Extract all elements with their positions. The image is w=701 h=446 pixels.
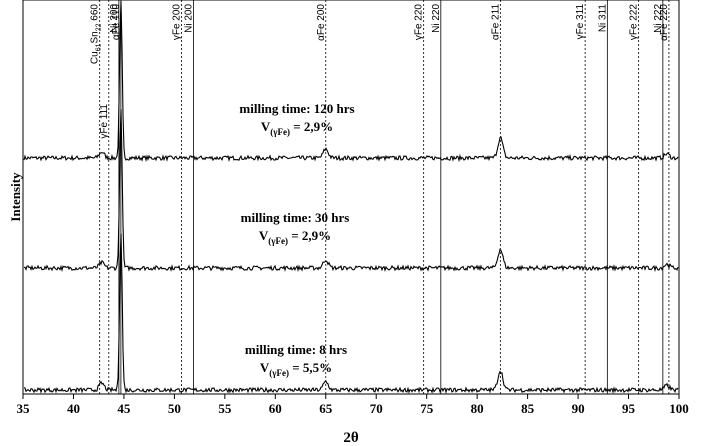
volume-value: = 5,5%: [289, 360, 332, 375]
x-tick-label-50: 50: [168, 401, 181, 416]
plot-frame: [22, 0, 680, 395]
pattern-line-2: [23, 109, 679, 273]
volume-subscript: (γFe): [269, 368, 289, 378]
reference-label-part-0: Cu: [90, 51, 101, 64]
reference-label-fe-111-1: γFe 111: [99, 104, 110, 139]
reference-label-fe-220-7: γFe 220: [414, 4, 425, 41]
volume-symbol: V: [261, 119, 271, 134]
reference-label-ni-222-13: Ni 222: [653, 4, 664, 33]
series-label-3-line2: V(γFe) = 5,5%: [260, 360, 332, 378]
reference-label-fe-222-12: γFe 222: [629, 4, 640, 41]
reference-label-ni-311-11: Ni 311: [597, 4, 608, 33]
y-axis-title: Intensity: [8, 172, 23, 222]
x-axis: 35 40 45 50 55 60 65 70 75 80 85 90 95 100: [17, 394, 689, 416]
reference-label-cu61sn22-660-0: Cu61Sn22 660: [90, 4, 103, 65]
reference-label-part-3: 22: [96, 23, 103, 31]
x-tick-label-75: 75: [420, 401, 434, 416]
x-tick-label-45: 45: [117, 401, 131, 416]
x-tick-label-40: 40: [67, 401, 80, 416]
x-tick-label-35: 35: [17, 401, 31, 416]
x-axis-title: 2θ: [343, 430, 359, 446]
reference-label-part-1: 61: [96, 43, 103, 51]
volume-symbol: V: [259, 228, 269, 243]
reference-label-part-2: Sn: [90, 31, 101, 43]
reference-label-fe-211-9: αFe 211: [490, 4, 501, 41]
volume-subscript: (γFe): [270, 127, 290, 137]
reference-label-fe-220-14: αFe 220: [659, 4, 670, 41]
reference-label-fe-110-3: αFe 110: [111, 4, 122, 41]
pattern-line-1: [23, 0, 679, 163]
pattern-line-3: [24, 233, 679, 395]
plot-area: [22, 0, 680, 395]
x-tick-label-85: 85: [521, 401, 535, 416]
x-tick-label-60: 60: [269, 401, 282, 416]
reference-label-fe-311-10: γFe 311: [575, 4, 586, 40]
x-tick-label-100: 100: [669, 401, 689, 416]
x-tick-label-55: 55: [218, 401, 232, 416]
volume-value: = 2,9%: [290, 119, 333, 134]
series-label-2-line1: milling time: 30 hrs: [241, 210, 350, 225]
reference-label-part-4: 660: [90, 4, 101, 24]
x-tick-label-65: 65: [319, 401, 333, 416]
series-label-3-line1: milling time: 8 hrs: [245, 342, 347, 357]
series-label-2-line2: V(γFe) = 2,9%: [259, 228, 331, 246]
reference-label-fe-200-4: γFe 200: [171, 4, 182, 41]
series-label-1-line1: milling time: 120 hrs: [239, 101, 354, 116]
series-label-1-line2: V(γFe) = 2,9%: [261, 119, 333, 137]
x-tick-label-70: 70: [370, 401, 383, 416]
volume-value: = 2,9%: [288, 228, 331, 243]
reference-label-ni-200-2: Ni 200: [109, 4, 120, 33]
reference-label-ni-220-8: Ni 220: [431, 4, 442, 33]
x-tick-label-95: 95: [622, 401, 636, 416]
volume-symbol: V: [260, 360, 270, 375]
volume-subscript: (γFe): [268, 236, 288, 246]
reference-label-fe-200-6: αFe 200: [316, 4, 327, 41]
reference-label-ni-200-5: Ni 200: [184, 4, 195, 33]
x-tick-label-80: 80: [471, 401, 484, 416]
x-tick-label-90: 90: [572, 401, 585, 416]
diffraction-patterns: [23, 0, 679, 395]
